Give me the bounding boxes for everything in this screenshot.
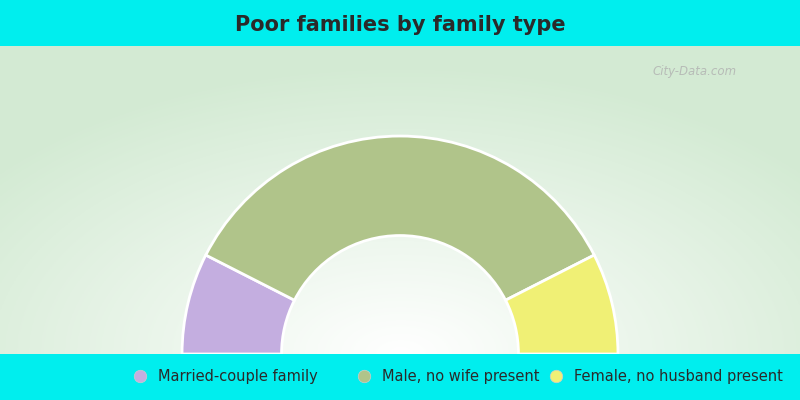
- Text: Male, no wife present: Male, no wife present: [382, 368, 539, 384]
- Wedge shape: [506, 255, 618, 354]
- Text: Poor families by family type: Poor families by family type: [234, 15, 566, 35]
- Wedge shape: [206, 136, 594, 300]
- Text: Married-couple family: Married-couple family: [158, 368, 318, 384]
- Text: City-Data.com: City-Data.com: [652, 65, 737, 78]
- Wedge shape: [182, 255, 294, 354]
- Text: Female, no husband present: Female, no husband present: [574, 368, 782, 384]
